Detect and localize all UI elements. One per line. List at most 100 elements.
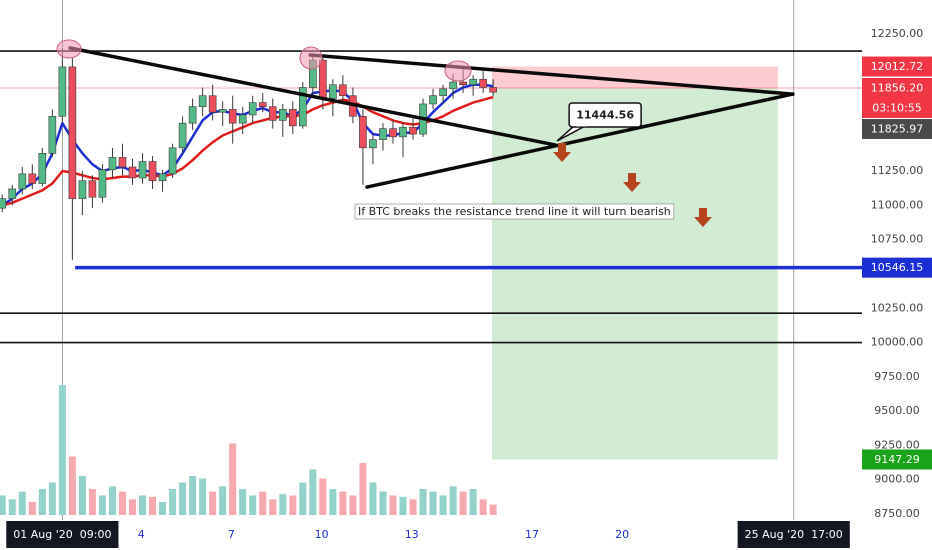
candle-body bbox=[108, 157, 117, 171]
candle-body bbox=[329, 84, 337, 99]
volume-bar bbox=[479, 499, 487, 515]
volume-bar bbox=[0, 495, 6, 515]
candle-body bbox=[479, 78, 487, 88]
price-label: 11856.20 bbox=[871, 82, 924, 95]
highlight bbox=[299, 46, 323, 70]
crosshair-label-box bbox=[737, 521, 850, 548]
candle-body bbox=[439, 88, 447, 97]
volume-bar bbox=[58, 385, 66, 515]
candle-body bbox=[188, 106, 197, 124]
x-tick-label: 20 bbox=[615, 528, 629, 541]
volume-bar bbox=[78, 476, 86, 515]
volume-bar bbox=[18, 491, 26, 515]
y-tick-label: 10750.00 bbox=[871, 233, 924, 246]
volume-bar bbox=[269, 499, 277, 515]
candle-body bbox=[78, 180, 87, 199]
y-tick-label: 9750.00 bbox=[874, 370, 920, 383]
candle-body bbox=[0, 198, 7, 209]
down-arrow bbox=[694, 208, 712, 227]
annotation-text: If BTC breaks the resistance trend line … bbox=[358, 205, 671, 218]
candle-body bbox=[319, 59, 327, 99]
trend-line bbox=[308, 53, 795, 96]
volume-bar bbox=[209, 491, 217, 515]
candle-body bbox=[138, 161, 147, 179]
price-label-box bbox=[862, 449, 932, 470]
candle-body bbox=[389, 128, 397, 138]
volume-bar bbox=[469, 489, 477, 515]
candle-body bbox=[459, 81, 467, 86]
candle-body bbox=[339, 84, 347, 97]
volume-bar bbox=[179, 482, 187, 515]
highlight bbox=[56, 39, 82, 59]
volume-bar bbox=[108, 486, 116, 515]
candle-body bbox=[208, 95, 217, 113]
candle-body bbox=[8, 188, 17, 199]
y-tick-label: 9250.00 bbox=[874, 438, 920, 451]
volume-bar bbox=[249, 495, 257, 515]
candle-body bbox=[268, 106, 277, 121]
volume-bar bbox=[259, 491, 267, 515]
volume-bar bbox=[128, 499, 136, 515]
highlight bbox=[444, 60, 472, 82]
crosshair-label: 25 Aug '20 17:00 bbox=[745, 528, 843, 541]
candle-body bbox=[299, 87, 307, 127]
candle-body bbox=[218, 109, 227, 113]
candle-body bbox=[168, 147, 177, 175]
volume-bar bbox=[489, 504, 497, 515]
x-tick-label: 10 bbox=[315, 528, 329, 541]
volume-bar bbox=[439, 495, 447, 515]
candle-body bbox=[148, 161, 157, 182]
crosshair-label: 01 Aug '20 09:00 bbox=[13, 528, 111, 541]
volume-bar bbox=[359, 463, 367, 515]
candle-body bbox=[289, 109, 297, 127]
volume-bar bbox=[349, 495, 357, 515]
y-tick-label: 9000.00 bbox=[874, 473, 920, 486]
stop-zone bbox=[492, 66, 778, 89]
price-label-box bbox=[862, 257, 932, 278]
volume-bar bbox=[369, 482, 377, 515]
y-tick-label: 11250.00 bbox=[871, 164, 924, 177]
volume-bar bbox=[88, 489, 96, 515]
callout-label: 11444.56 bbox=[576, 108, 634, 121]
volume-bar bbox=[169, 489, 177, 515]
candle-body bbox=[429, 95, 437, 105]
down-arrow bbox=[553, 143, 571, 162]
volume-bar bbox=[419, 489, 427, 515]
candle-body bbox=[178, 122, 187, 149]
candle-body bbox=[98, 169, 107, 198]
volume-bar bbox=[219, 486, 227, 515]
volume-bar bbox=[98, 495, 106, 515]
candle-body bbox=[369, 139, 377, 149]
price-label-box bbox=[862, 78, 932, 99]
price-label: 10546.15 bbox=[871, 261, 924, 274]
candle-body bbox=[68, 66, 77, 199]
candle-body bbox=[248, 102, 257, 116]
volume-bar bbox=[239, 489, 247, 515]
candle-body bbox=[409, 126, 417, 135]
price-label-box bbox=[862, 98, 932, 119]
candle-body bbox=[18, 173, 27, 190]
candle-body bbox=[58, 66, 67, 117]
crosshair-label-box bbox=[6, 521, 119, 548]
target-zone bbox=[492, 88, 778, 460]
callout-box bbox=[568, 102, 642, 128]
candle-body bbox=[128, 166, 137, 179]
volume-bar bbox=[28, 502, 36, 515]
volume-bar bbox=[449, 486, 457, 515]
y-tick-label: 8750.00 bbox=[874, 507, 920, 520]
x-tick-label: 4 bbox=[138, 528, 145, 541]
price-label: 12012.72 bbox=[871, 60, 924, 73]
candle-body bbox=[118, 157, 127, 168]
candle-body bbox=[489, 87, 497, 93]
annotation-box bbox=[354, 203, 675, 220]
candle-body bbox=[399, 126, 407, 138]
volume-bar bbox=[459, 491, 467, 515]
price-label: 11825.97 bbox=[871, 123, 924, 136]
volume-bar bbox=[48, 482, 56, 515]
candle-body bbox=[258, 102, 267, 107]
x-tick-label: 7 bbox=[228, 528, 235, 541]
x-tick-label: 17 bbox=[525, 528, 539, 541]
trend-line bbox=[68, 46, 557, 147]
volume-bar bbox=[8, 499, 16, 515]
